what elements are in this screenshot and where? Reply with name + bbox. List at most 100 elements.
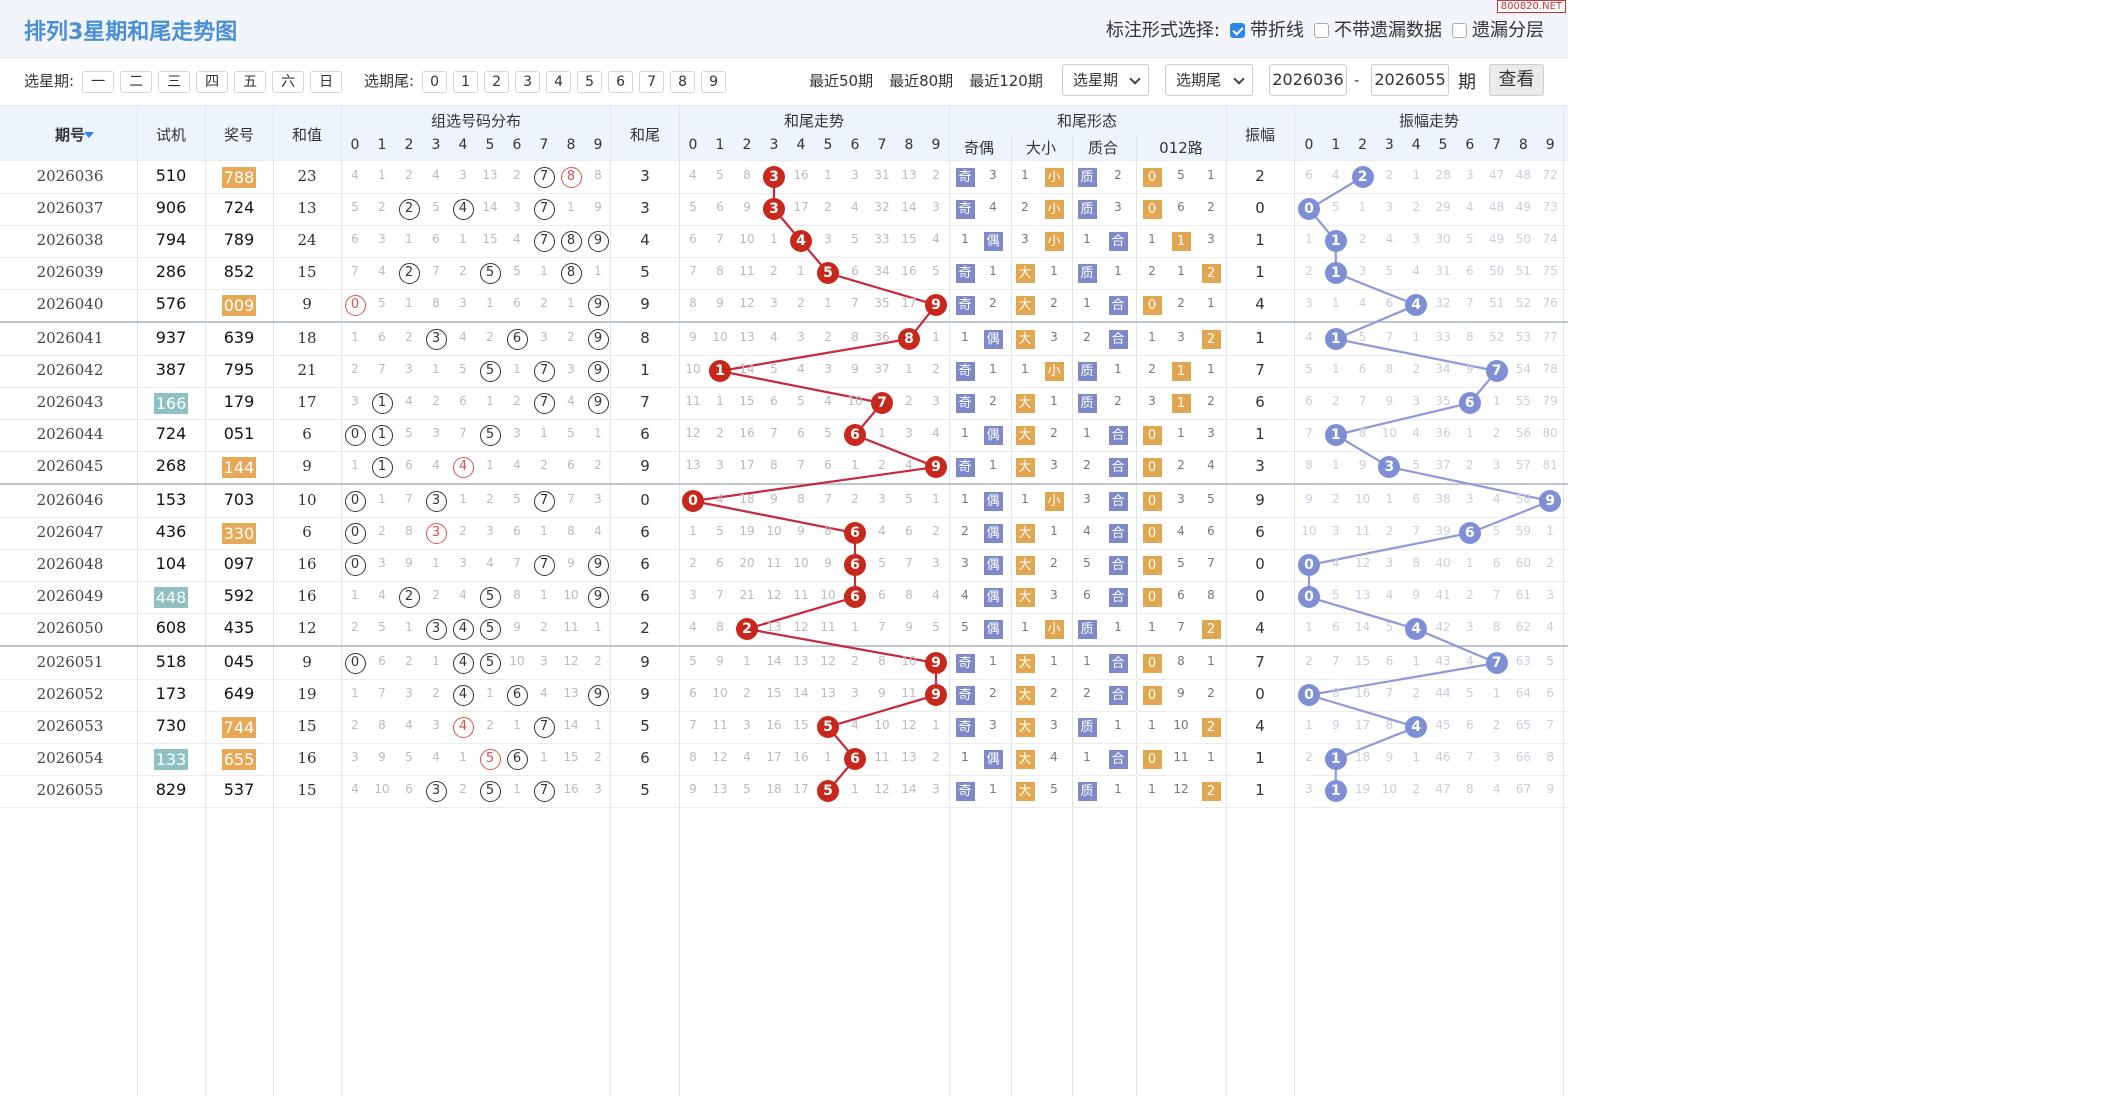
amp-miss: 28 [1435,168,1451,182]
amp-miss: 32 [1435,296,1451,310]
weekday-button[interactable]: 三 [158,71,191,93]
mode-label: 标注形式选择: [1105,20,1220,41]
tail-miss: 15 [793,718,809,732]
tail-miss: 11 [766,556,782,570]
tail-button[interactable]: 3 [515,71,541,93]
tail-button[interactable]: 7 [639,71,665,93]
tail-miss: 16 [901,264,917,278]
amp-value: 1 [1255,231,1265,249]
tail-miss: 12 [685,426,701,440]
mode-option-layer[interactable]: 遗漏分层 [1452,16,1544,42]
amp-miss: 81 [1542,458,1558,472]
tail-button[interactable]: 0 [422,71,448,93]
amp-miss: 2 [1305,654,1313,668]
weekday-button[interactable]: 日 [310,71,343,93]
digit-header: 5 [485,137,495,153]
tail-miss: 3 [824,232,832,246]
weekday-select[interactable]: 选星期 [1062,64,1149,96]
pc-tag: 合 [1108,587,1128,607]
recent-link[interactable]: 最近80期 [889,72,954,90]
tail-miss: 9 [716,654,724,668]
r012-miss: 5 [1177,556,1185,570]
bs-tag: 大 [1015,457,1035,477]
sort-down-icon[interactable] [84,132,94,138]
checkbox-checked-icon[interactable] [1230,23,1245,38]
mode-option-line[interactable]: 带折线 [1230,16,1304,42]
dist-miss: 3 [378,556,386,570]
tail-value: 8 [640,329,650,347]
tail-button[interactable]: 6 [608,71,634,93]
bs-tag: 大 [1015,263,1035,283]
weekday-button[interactable]: 一 [82,71,115,93]
tail-button[interactable]: 8 [670,71,696,93]
tail-miss: 5 [824,426,832,440]
tail-button[interactable]: 2 [484,71,510,93]
tail-select[interactable]: 选期尾 [1165,64,1253,96]
bs-miss: 1 [1050,264,1058,278]
amp-miss: 17 [1354,718,1371,732]
amp-miss: 8 [1385,718,1394,732]
tail-miss: 6 [797,426,805,440]
tail-dot: 7 [871,392,893,414]
weekday-button[interactable]: 五 [234,71,267,93]
amp-miss: 1 [1546,524,1554,538]
dist-miss: 2 [432,588,440,602]
trial-number: 608 [155,618,187,637]
row-divider [0,517,1568,518]
dist-miss: 7 [567,492,575,506]
bs-miss: 4 [1050,750,1058,764]
tail-button[interactable]: 9 [701,71,727,93]
view-button[interactable]: 查看 [1489,64,1544,96]
bs-miss: 3 [1050,718,1058,732]
dist-hit-circle: 4 [452,618,474,640]
dist-miss: 1 [351,588,359,602]
amp-miss: 8 [1331,686,1340,700]
amp-miss: 11 [1354,524,1371,538]
dist-hit-circle: 3 [425,522,447,544]
prize-number: 639 [223,328,255,347]
bs-miss: 1 [1050,654,1058,668]
amp-miss: 2 [1492,718,1501,732]
weekday-button[interactable]: 四 [196,71,229,93]
tail-button[interactable]: 5 [577,71,603,93]
tail-miss: 5 [716,524,724,538]
amp-dot: 1 [1324,328,1347,350]
dist-miss: 7 [351,264,359,278]
sum-value: 15 [297,717,317,735]
checkbox-icon[interactable] [1314,23,1329,38]
dist-miss: 2 [486,330,494,344]
end-issue-input[interactable]: 2026055 [1371,64,1449,96]
tail-button[interactable]: 1 [453,71,479,93]
dist-hit-circle: 7 [533,166,555,188]
amp-miss: 42 [1435,620,1451,634]
start-issue-input[interactable]: 2026036 [1269,64,1347,96]
amp-value: 9 [1255,491,1265,509]
amp-dot: 9 [1539,490,1562,512]
tail-button[interactable]: 4 [546,71,572,93]
r012-tag: 0 [1142,685,1162,705]
header-sum: 和值 [291,126,322,144]
r012-miss: 1 [1207,750,1215,764]
recent-link[interactable]: 最近50期 [809,72,874,90]
amp-miss: 52 [1515,296,1532,310]
row-divider [0,807,1568,808]
bs-miss: 1 [1021,362,1029,376]
tail-miss: 9 [689,782,697,796]
tail-miss: 1 [932,718,940,732]
weekday-button[interactable]: 二 [120,71,153,93]
weekday-button[interactable]: 六 [272,71,305,93]
r012-tag: 2 [1201,717,1221,737]
mode-option-no-miss[interactable]: 不带遗漏数据 [1314,16,1442,42]
amp-miss: 9 [1305,492,1313,506]
dist-miss: 3 [351,750,359,764]
tail-dot: 6 [844,522,866,544]
amp-miss: 67 [1515,782,1532,796]
bs-tag: 小 [1044,491,1064,511]
checkbox-icon[interactable] [1452,23,1467,38]
tail-miss: 2 [824,330,832,344]
dist-hit-circle: 9 [587,586,609,608]
r012-miss: 11 [1173,750,1189,764]
recent-link[interactable]: 最近120期 [969,72,1043,90]
amp-miss: 9 [1546,782,1554,796]
dist-hit-circle: 9 [587,392,609,414]
